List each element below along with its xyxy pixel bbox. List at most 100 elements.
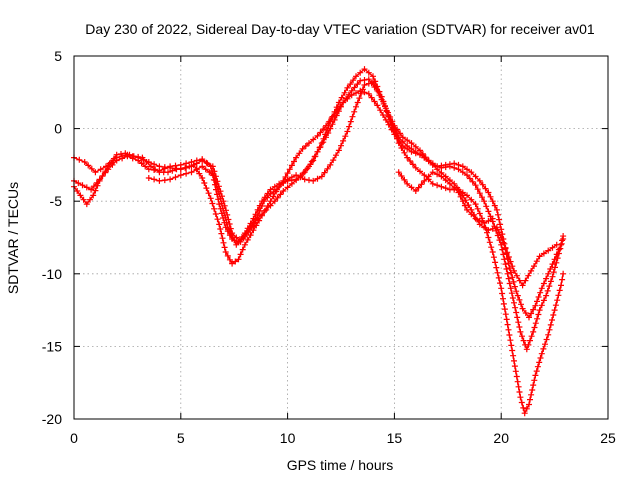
data-point-marker <box>476 217 483 224</box>
data-point-marker <box>213 186 219 193</box>
data-point-marker <box>556 287 563 294</box>
data-point-marker <box>394 135 401 142</box>
data-point-marker <box>394 126 401 133</box>
data-point-marker <box>442 161 449 168</box>
data-point-marker <box>229 260 236 267</box>
data-point-marker <box>183 164 190 171</box>
data-point-marker <box>140 156 147 163</box>
data-point-marker <box>113 154 120 161</box>
data-point-marker <box>357 77 364 84</box>
data-point-marker <box>485 234 492 241</box>
data-point-marker <box>534 363 541 370</box>
data-point-marker <box>374 102 381 109</box>
data-point-marker <box>225 216 232 223</box>
data-point-marker <box>344 95 351 102</box>
data-point-marker <box>457 193 464 200</box>
data-point-marker <box>493 264 500 271</box>
y-tick-label: -20 <box>42 411 62 427</box>
data-point-marker <box>510 352 517 359</box>
data-point-marker <box>259 203 265 209</box>
data-point-marker <box>513 272 520 279</box>
data-point-marker <box>385 109 391 116</box>
data-point-marker <box>528 333 535 340</box>
data-point-marker <box>511 299 517 306</box>
chart-title: Day 230 of 2022, Sidereal Day-to-day VTE… <box>85 21 595 37</box>
data-point-marker <box>495 211 501 218</box>
data-point-marker <box>302 143 309 149</box>
data-point-marker <box>177 166 184 173</box>
data-point-marker <box>527 396 533 403</box>
data-point-marker <box>513 309 520 316</box>
data-point-marker <box>299 145 306 152</box>
data-point-marker <box>203 185 210 192</box>
data-point-marker <box>83 201 90 208</box>
data-point-marker <box>328 115 335 121</box>
data-point-marker <box>250 220 257 227</box>
data-point-marker <box>509 274 516 281</box>
data-point-marker <box>485 227 492 234</box>
data-point-marker <box>474 186 481 193</box>
data-point-marker <box>301 176 308 183</box>
data-point-marker <box>235 256 242 263</box>
data-point-marker <box>397 139 404 146</box>
data-point-marker <box>401 149 408 156</box>
data-point-marker <box>531 263 537 270</box>
data-point-marker <box>512 304 519 311</box>
data-point-marker <box>425 157 432 164</box>
data-point-marker <box>310 136 317 143</box>
data-point-marker <box>376 92 383 99</box>
data-point-marker <box>429 161 436 168</box>
data-point-marker <box>543 292 550 299</box>
x-tick-label: 25 <box>600 430 616 446</box>
data-point-marker <box>385 121 392 128</box>
data-point-marker <box>145 175 152 181</box>
data-point-marker <box>521 410 528 417</box>
data-point-marker <box>509 263 516 270</box>
data-point-marker <box>438 162 445 169</box>
data-point-marker <box>511 363 518 370</box>
data-point-marker <box>551 307 558 314</box>
data-point-marker <box>498 234 505 241</box>
data-point-marker <box>218 230 225 237</box>
data-point-marker <box>293 177 300 184</box>
data-point-marker <box>167 164 174 171</box>
data-point-marker <box>412 164 419 171</box>
data-point-marker <box>353 103 359 110</box>
data-point-marker <box>522 310 529 316</box>
data-point-marker <box>334 107 341 114</box>
data-point-marker <box>516 324 523 330</box>
data-point-marker <box>214 191 221 198</box>
data-point-marker <box>533 368 540 375</box>
data-point-marker <box>151 176 158 183</box>
data-point-marker <box>238 236 245 242</box>
data-point-marker <box>85 162 92 169</box>
data-point-marker <box>93 179 100 186</box>
x-axis-title: GPS time / hours <box>287 457 394 473</box>
data-point-marker <box>530 328 537 335</box>
data-point-marker <box>553 241 560 248</box>
data-point-marker <box>221 244 228 251</box>
data-point-marker <box>288 180 295 187</box>
data-point-marker <box>212 173 219 180</box>
data-point-marker <box>106 160 113 167</box>
data-point-marker <box>479 194 485 201</box>
data-point-marker <box>540 345 547 352</box>
data-point-marker <box>229 236 236 242</box>
data-point-marker <box>493 206 500 213</box>
data-point-marker <box>202 166 209 173</box>
data-point-marker <box>499 290 506 297</box>
data-point-marker <box>492 259 499 266</box>
data-point-marker <box>217 205 224 212</box>
data-point-marker <box>544 287 551 294</box>
data-point-marker <box>354 99 361 106</box>
data-point-marker <box>388 126 395 133</box>
data-point-marker <box>540 297 547 304</box>
data-point-marker <box>502 244 509 251</box>
data-point-marker <box>523 405 530 412</box>
data-point-marker <box>540 250 547 257</box>
data-point-marker <box>417 151 423 158</box>
data-point-marker <box>464 206 470 213</box>
data-point-marker <box>520 337 527 344</box>
data-point-marker <box>412 143 419 150</box>
data-point-marker <box>391 131 398 138</box>
